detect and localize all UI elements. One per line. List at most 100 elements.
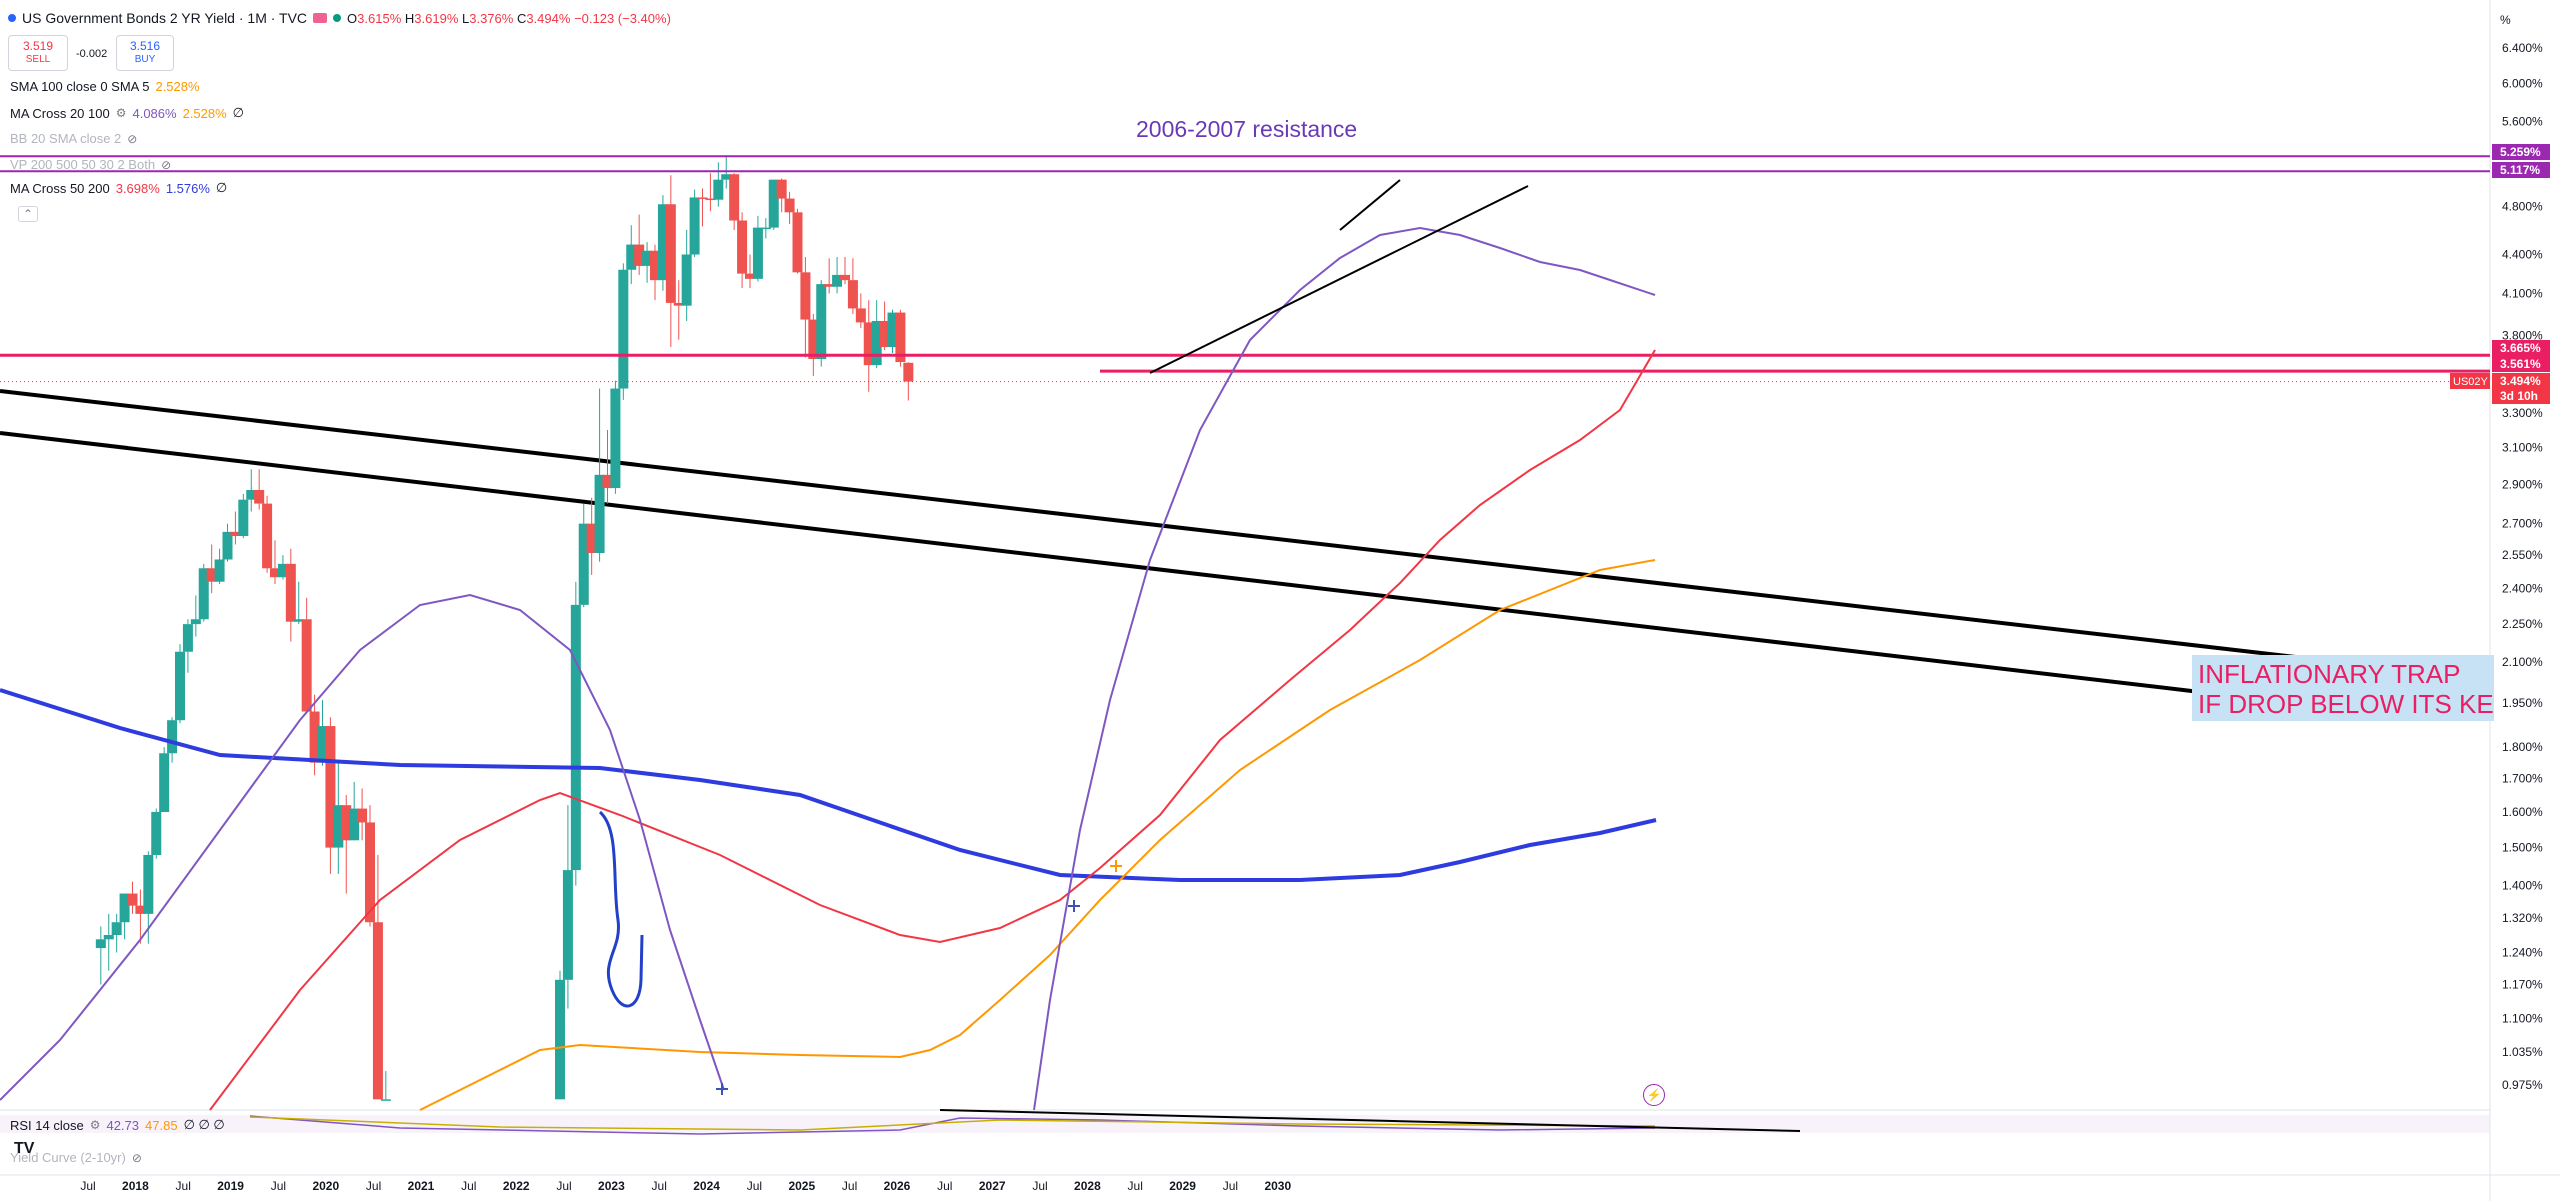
time-axis-label: Jul — [176, 1179, 191, 1193]
candle-body — [317, 726, 328, 763]
candle-body — [618, 269, 629, 389]
candle-body — [634, 244, 645, 266]
candle-body — [222, 531, 233, 560]
candle-body — [752, 227, 763, 279]
candle-body — [135, 905, 146, 914]
tradingview-logo-icon[interactable]: TV — [14, 1140, 35, 1157]
price-axis-label: 2.400% — [2502, 582, 2543, 596]
rsi-pane — [0, 1109, 2490, 1135]
price-axis-label: 1.100% — [2502, 1012, 2543, 1026]
candle-body — [270, 568, 280, 578]
lightning-icon[interactable]: ⚡ — [1643, 1084, 1665, 1106]
indicator-bb[interactable]: BB 20 SMA close 2 ⊘ — [10, 131, 138, 146]
trend-lines — [0, 389, 2426, 694]
price-tag-bg — [2492, 388, 2550, 404]
candles[interactable] — [95, 156, 914, 1101]
candle-body — [808, 319, 819, 360]
time-axis-label: Jul — [366, 1179, 381, 1193]
rsi-legend[interactable]: RSI 14 close ⚙ 42.73 47.85 ∅ ∅ ∅ — [10, 1117, 225, 1133]
price-axis-label: 2.900% — [2502, 477, 2543, 491]
sma-100-line — [419, 559, 1656, 1111]
indicator-vp[interactable]: VP 200 500 50 30 2 Both ⊘ — [10, 157, 172, 172]
price-axis-label: 1.170% — [2502, 978, 2543, 992]
candle-body — [594, 474, 605, 553]
price-tag-bg — [2492, 162, 2550, 178]
candle-body — [602, 474, 613, 489]
candle-body — [681, 254, 692, 306]
indicator-sma100[interactable]: SMA 100 close 0 SMA 5 2.528% — [10, 79, 200, 94]
hidden-eye-icon[interactable]: ⊘ — [127, 131, 138, 146]
price-tag-label: 3d 10h — [2500, 389, 2538, 403]
yield-curve-legend[interactable]: Yield Curve (2-10yr) ⊘ — [10, 1150, 142, 1165]
candle-body — [254, 489, 265, 504]
ma-200-line — [0, 688, 1657, 882]
candle-body — [238, 499, 249, 537]
price-axis-label: 3.100% — [2502, 441, 2543, 455]
rsi-ma-line — [249, 1116, 1656, 1131]
candle-body — [792, 212, 803, 273]
candle-body — [333, 805, 344, 848]
hidden-eye-icon[interactable]: ⊘ — [131, 1150, 142, 1165]
hidden-eye-icon[interactable]: ⊘ — [161, 157, 172, 172]
candle-body — [855, 308, 866, 323]
horizontal-levels[interactable] — [0, 155, 2490, 383]
buy-button[interactable]: 3.516 BUY — [116, 35, 174, 71]
collapse-legend-icon[interactable]: ⌃ — [18, 206, 39, 222]
candle-body — [689, 197, 700, 255]
settings-icon[interactable]: ⚙ — [89, 1118, 101, 1132]
time-axis-label: Jul — [747, 1179, 762, 1193]
time-axis-label: 2025 — [788, 1179, 815, 1193]
time-axis[interactable]: Jul 2018 Jul 2019 Jul 2020 Jul 2021 Jul 2022 Jul 20… — [80, 1179, 1291, 1193]
price-axis-label: 3.300% — [2502, 406, 2543, 420]
candle-body — [847, 280, 858, 309]
symbol-header[interactable]: US Government Bonds 2 YR Yield · 1M · TV… — [8, 10, 671, 26]
price-axis-label: 4.100% — [2502, 286, 2543, 300]
indicator-ma-cross-20-100[interactable]: MA Cross 20 100 ⚙ 4.086% 2.528% ∅ — [10, 105, 244, 121]
price-tag-bg — [2492, 373, 2550, 389]
candle-body — [665, 204, 676, 303]
indicator-ma-cross-50-200[interactable]: MA Cross 50 200 3.698% 1.576% ∅ — [10, 180, 228, 196]
candle-body — [262, 503, 273, 569]
price-tag-label: 3.494% — [2500, 374, 2541, 388]
time-axis-label: 2024 — [693, 1179, 720, 1193]
price-axis-label: 2.700% — [2502, 517, 2543, 531]
price-axis-label: 1.800% — [2502, 740, 2543, 754]
candle-body — [372, 922, 383, 1100]
time-axis-label: Jul — [1128, 1179, 1143, 1193]
settings-icon[interactable]: ⚙ — [115, 106, 127, 120]
candle-body — [380, 1099, 391, 1101]
price-axis-label: 3.800% — [2502, 328, 2543, 342]
symbol-title[interactable]: US Government Bonds 2 YR Yield · 1M · TV… — [22, 10, 308, 26]
price-axis-label: 4.400% — [2502, 248, 2543, 262]
inflationary-trap-note[interactable]: INFLATIONARY TRAP IF DROP BELOW ITS KEY — [2192, 655, 2494, 721]
candle-body — [673, 302, 684, 306]
candle-body — [357, 808, 368, 823]
trend-line-upper — [0, 389, 2426, 674]
ohlc-values: O3.615% H3.619% L3.376% C3.494% −0.123 (… — [347, 10, 671, 26]
rsi-trend-line — [939, 1109, 1801, 1132]
resistance-label[interactable]: 2006-2007 resistance — [1136, 116, 1358, 142]
price-axis-label: 6.000% — [2502, 77, 2543, 91]
price-axis[interactable]: % 6.400% 6.000% 5.600% 4.800% 4.400% 4.100% 3.8… — [2450, 13, 2550, 1092]
sell-button[interactable]: 3.519 SELL — [8, 35, 68, 71]
flag-icon[interactable] — [313, 13, 328, 23]
candle-body — [816, 284, 827, 360]
candle-body — [562, 870, 573, 980]
candle-body — [570, 604, 581, 871]
price-axis-label: 1.950% — [2502, 696, 2543, 710]
candle-body — [610, 388, 621, 489]
candle-body — [301, 619, 312, 712]
wedge-line — [1339, 179, 1401, 231]
symbol-logo-icon — [8, 14, 16, 22]
price-axis-label: 2.100% — [2502, 655, 2543, 669]
drawings[interactable] — [598, 179, 1529, 1095]
candle-body — [277, 563, 288, 578]
candle-body — [365, 822, 375, 923]
price-axis-label: 2.250% — [2502, 617, 2543, 631]
price-tag-bg — [2492, 356, 2550, 372]
candle-body — [713, 179, 724, 200]
ma-50-line — [209, 349, 1656, 1111]
candle-body — [832, 274, 843, 287]
